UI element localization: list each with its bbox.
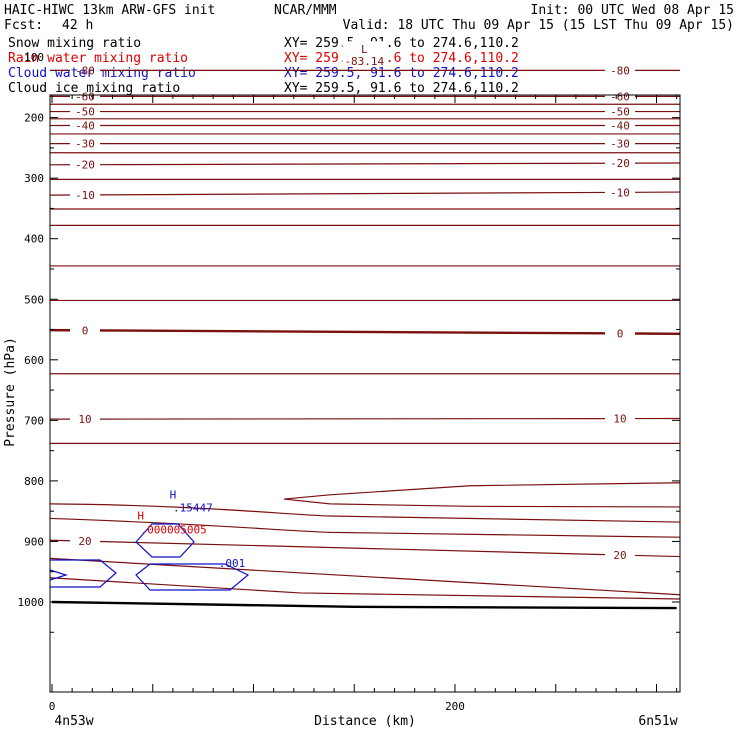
header-title: HAIC-HIWC 13km ARW-GFS init [4, 3, 215, 18]
min-label-background [342, 41, 387, 66]
rain-max-value: .000005005 [141, 523, 207, 536]
cloud-water-contour [135, 523, 195, 558]
isotherm-label: -60 [75, 90, 95, 103]
legend-cloud-water-xy: XY= 259.5, 91.6 to 274.6,110.2 [284, 66, 519, 81]
plot-area: -80 -80-60 -60-50 -50-40 -40-30 -30-20 -20-10-… [18, 41, 681, 713]
legend-snow-xy: XY= 259.5, 91.6 to 274.6,110.2 [284, 36, 519, 51]
cloud-water-contour [50, 559, 117, 588]
isotherm-line [49, 517, 681, 538]
isotherm-label: 20 [613, 549, 626, 562]
rain-max-marker: H [137, 509, 144, 522]
y-tick-label: 100 [24, 51, 44, 64]
legend-snow-name: Snow mixing ratio [8, 36, 141, 51]
isotherm-label: -20 [75, 159, 95, 172]
isotherm-label: 10 [78, 413, 91, 426]
header-org: NCAR/MMM [274, 3, 337, 18]
legend-cloud-ice-xy: XY= 259.5, 91.6 to 274.6,110.2 [284, 81, 519, 96]
surface-line [51, 600, 677, 610]
isotherm-label: -40 [610, 119, 630, 132]
x-tick-label: 0 [49, 700, 56, 713]
isotherm-label: 20 [78, 535, 91, 548]
y-tick-label: 1000 [18, 596, 45, 609]
isotherm-label: -10 [75, 189, 95, 202]
y-tick-label: 400 [24, 233, 44, 246]
y-tick-label: 800 [24, 475, 44, 488]
endpoint-left-label: 4n53w [54, 714, 93, 729]
isotherm-line [99, 329, 606, 335]
isotherm-line [99, 162, 606, 166]
x-tick-label: 200 [445, 700, 465, 713]
plot-frame [49, 94, 681, 693]
header-fcst-label: Fcst: [4, 18, 43, 33]
legend-cloud-ice-name: Cloud ice mixing ratio [8, 81, 180, 96]
header-valid: Valid: 18 UTC Thu 09 Apr 15 (15 LST Thu … [343, 18, 734, 33]
isotherm-label: 0 [82, 324, 89, 337]
isotherm-label: -80 [610, 64, 630, 77]
endpoint-right-label: 6n51w [638, 714, 677, 729]
y-tick-label: 200 [24, 112, 44, 125]
y-tick-label: 500 [24, 293, 44, 306]
isotherm-label: -30 [610, 138, 630, 151]
isotherm-label: -50 [75, 106, 95, 119]
isotherm-line [49, 539, 71, 542]
y-tick-label: 300 [24, 172, 44, 185]
isotherm-label: -50 [610, 106, 630, 119]
y-tick-label: 700 [24, 414, 44, 427]
legend-rain-name: Rain water mixing ratio [8, 51, 188, 66]
isotherm-label: -30 [75, 138, 95, 151]
isotherm-label: -10 [610, 186, 630, 199]
min-marker: L [361, 43, 368, 56]
isotherm-label: 0 [617, 327, 624, 340]
x-axis-label: Distance (km) [314, 714, 416, 729]
isotherm-label: 10 [613, 413, 626, 426]
isotherm-line [49, 503, 681, 523]
isotherm-label: -40 [75, 119, 95, 132]
y-axis-label: Pressure (hPa) [3, 337, 18, 447]
isotherm-label: -80 [75, 64, 95, 77]
header-init: Init: 00 UTC Wed 08 Apr 15 [531, 3, 735, 18]
isotherm-line [49, 577, 681, 600]
cloud-max-marker: H [170, 488, 177, 501]
isotherm-label: -20 [610, 157, 630, 170]
header-fcst-value: 42 h [62, 18, 93, 33]
isotherm-line [99, 540, 606, 556]
isotherm-tongue [283, 482, 681, 508]
cloud-water-contour-label: .001 [219, 557, 246, 570]
y-tick-label: 900 [24, 535, 44, 548]
cloud-water-contour [49, 569, 69, 581]
isotherm-line [99, 191, 606, 196]
y-tick-label: 600 [24, 354, 44, 367]
cloud-water-contour [135, 563, 250, 591]
legend-rain-xy: XY= 259.5, 91.6 to 274.6,110.2 [284, 51, 519, 66]
cloud-max-value: .15447 [173, 501, 213, 514]
legend-cloud-water-name: Cloud water mixing ratio [8, 66, 196, 81]
min-value: -83.14 [344, 55, 384, 68]
isotherm-line [50, 557, 680, 596]
isotherm-line [634, 554, 681, 558]
isotherm-label: -60 [610, 90, 630, 103]
